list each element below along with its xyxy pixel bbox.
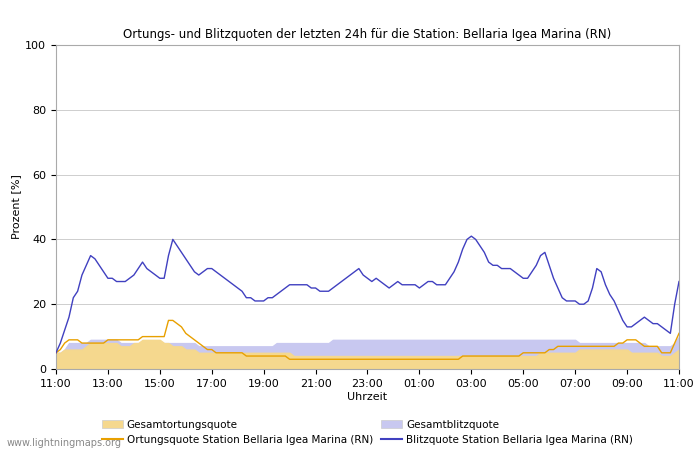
- Legend: Gesamtortungsquote, Ortungsquote Station Bellaria Igea Marina (RN), Gesamtblitzq: Gesamtortungsquote, Ortungsquote Station…: [102, 419, 634, 445]
- Text: www.lightningmaps.org: www.lightningmaps.org: [7, 438, 122, 448]
- Y-axis label: Prozent [%]: Prozent [%]: [11, 175, 21, 239]
- X-axis label: Uhrzeit: Uhrzeit: [347, 392, 388, 401]
- Title: Ortungs- und Blitzquoten der letzten 24h für die Station: Bellaria Igea Marina (: Ortungs- und Blitzquoten der letzten 24h…: [123, 28, 612, 41]
